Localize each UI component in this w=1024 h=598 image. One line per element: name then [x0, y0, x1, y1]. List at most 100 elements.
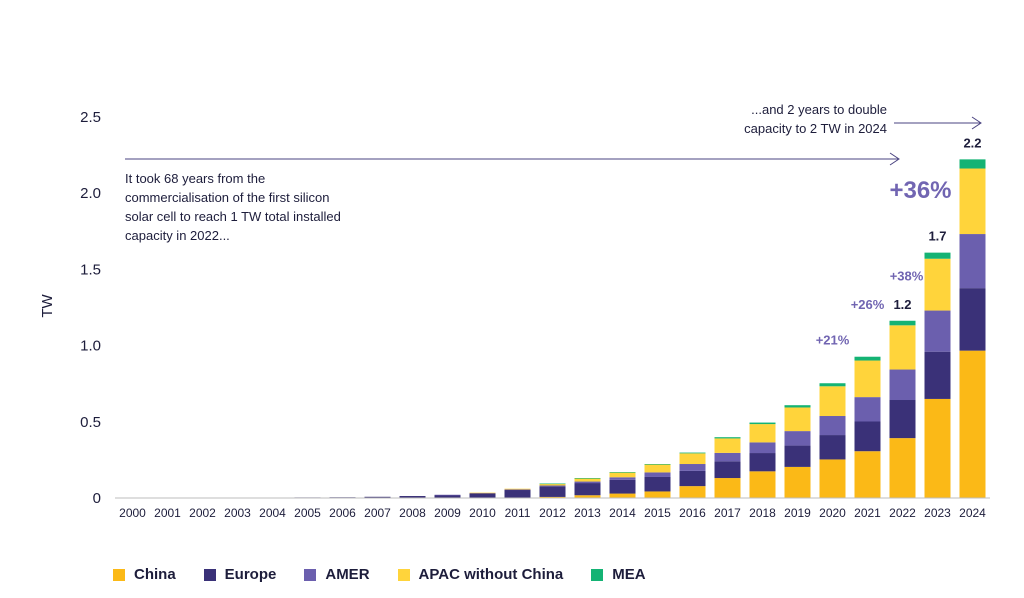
- bar-segment: [469, 493, 496, 498]
- bar-segment: [854, 360, 881, 398]
- x-tick-label: 2004: [259, 506, 286, 520]
- x-tick-label: 2016: [679, 506, 706, 520]
- bar-segment: [434, 494, 461, 498]
- bar-segment: [959, 288, 986, 351]
- x-tick-label: 2009: [434, 506, 461, 520]
- legend-item: Europe: [203, 566, 277, 583]
- y-tick-label: 0: [93, 490, 101, 507]
- annotation-line: capacity to 2 TW in 2024: [744, 121, 887, 136]
- legend-label: APAC without China: [418, 566, 564, 583]
- bar-segment: [539, 483, 566, 486]
- bar-segment: [749, 471, 776, 498]
- growth-label: +26%: [851, 297, 885, 312]
- bar-segment: [504, 488, 531, 490]
- bar-segment: [644, 464, 671, 465]
- bar-segment: [924, 398, 951, 498]
- x-tick-label: 2001: [154, 506, 181, 520]
- bar-segment: [959, 350, 986, 498]
- total-label: 1.7: [928, 229, 946, 244]
- x-tick-label: 2013: [574, 506, 601, 520]
- annotation-text: ...and 2 years to double capacity to 2 TW…: [744, 102, 887, 136]
- bar-segment: [539, 485, 566, 487]
- bar-segment: [399, 496, 426, 498]
- legend-item: China: [113, 566, 176, 583]
- annotation-arrowhead: [889, 152, 900, 166]
- bar-segment: [679, 470, 706, 487]
- bar-segment: [924, 252, 951, 259]
- x-tick-label: 2020: [819, 506, 846, 520]
- x-tick-label: 2014: [609, 506, 636, 520]
- total-label: 1.2: [893, 297, 911, 312]
- bar-segment: [784, 466, 811, 498]
- bar-segment: [784, 405, 811, 408]
- annotation-line: capacity in 2022...: [125, 228, 230, 243]
- annotation-arrowhead: [971, 116, 982, 130]
- annotation-line: commercialisation of the first silicon: [125, 190, 329, 205]
- legend-item: MEA: [591, 566, 646, 583]
- legend-swatch: [397, 568, 410, 581]
- annotation-2-years: ...and 2 years to double capacity to 2 TW…: [744, 102, 982, 136]
- bar-segment: [889, 320, 916, 326]
- y-tick-label: 1.5: [80, 261, 101, 278]
- x-tick-label: 2017: [714, 506, 741, 520]
- bar-segment: [854, 356, 881, 361]
- total-label: 2.2: [963, 135, 981, 150]
- bar-segment: [714, 461, 741, 479]
- bar-segment: [854, 397, 881, 422]
- bar-segment: [924, 258, 951, 311]
- annotation-line: solar cell to reach 1 TW total installed: [125, 209, 341, 224]
- bar-segment: [469, 492, 496, 494]
- bar-segment: [889, 400, 916, 439]
- growth-label: +36%: [889, 177, 951, 204]
- legend-label: MEA: [612, 566, 646, 583]
- bar-segment: [889, 325, 916, 370]
- bar-segment: [574, 478, 601, 482]
- bar-segment: [609, 472, 636, 478]
- legend-label: Europe: [224, 566, 277, 583]
- bar-segment: [889, 438, 916, 498]
- bar-segment: [959, 159, 986, 169]
- bar-segment: [609, 472, 636, 473]
- bar-segment: [819, 435, 846, 460]
- x-tick-label: 2008: [399, 506, 426, 520]
- legend-swatch: [113, 568, 125, 581]
- annotation-text: It took 68 years from the commercialisati…: [125, 171, 341, 243]
- legend-label: AMER: [325, 566, 370, 583]
- bar-segment: [854, 421, 881, 452]
- bar-segment: [714, 452, 741, 462]
- y-axis-ticks: 0 0.5 1.0 1.5 2.0 2.5: [80, 109, 101, 507]
- bar-segment: [819, 416, 846, 436]
- y-tick-label: 0.5: [80, 414, 101, 431]
- x-tick-label: 2019: [784, 506, 811, 520]
- x-tick-label: 2007: [364, 506, 391, 520]
- bar-segment: [679, 464, 706, 471]
- bar-segment: [434, 494, 461, 496]
- bar-segment: [784, 407, 811, 432]
- bar-segment: [819, 383, 846, 387]
- bar-segment: [714, 437, 741, 439]
- bar-segment: [539, 486, 566, 497]
- bar-segment: [924, 310, 951, 352]
- x-tick-label: 2023: [924, 506, 951, 520]
- bar-segment: [644, 476, 671, 492]
- bar-segment: [749, 453, 776, 472]
- bar-segment: [679, 453, 706, 465]
- bar-segment: [609, 477, 636, 480]
- bar-segment: [749, 422, 776, 425]
- x-tick-label: 2022: [889, 506, 916, 520]
- annotation-line: ...and 2 years to double: [751, 102, 887, 117]
- growth-label: +38%: [890, 269, 924, 284]
- bar-segment: [574, 483, 601, 496]
- y-axis-label: TW: [39, 294, 56, 318]
- bar-segment: [924, 351, 951, 399]
- bar-segment: [854, 451, 881, 498]
- growth-labels: +21% +26% +38% +36%: [816, 177, 952, 348]
- bar-segment: [539, 483, 566, 485]
- bar-segment: [609, 479, 636, 494]
- total-labels: 1.2 1.7 2.2: [893, 135, 981, 311]
- legend-item: APAC without China: [397, 566, 564, 583]
- bar-segment: [504, 489, 531, 498]
- x-tick-label: 2000: [119, 506, 146, 520]
- legend-swatch: [203, 568, 216, 581]
